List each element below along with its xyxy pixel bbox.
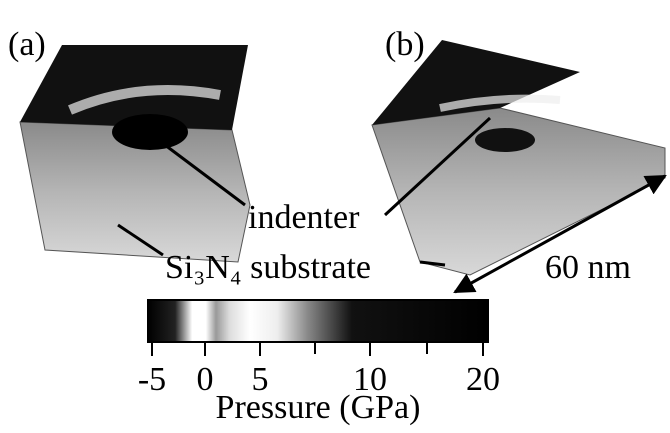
colorbar-ticks: -5 0 5 10 20 xyxy=(138,342,500,398)
tick-label: 0 xyxy=(197,361,214,398)
tick-label: 20 xyxy=(466,361,500,398)
block-a xyxy=(19,45,251,263)
tick-label: 5 xyxy=(252,361,269,398)
block-b xyxy=(371,40,666,276)
tick-label: 10 xyxy=(353,361,387,398)
annotation: indenter xyxy=(248,199,360,236)
annotation: Si₃N₄ substrate xyxy=(165,249,371,286)
panel-label: (a) xyxy=(8,26,46,63)
scale-arrow xyxy=(453,174,667,294)
tick-label: -5 xyxy=(138,361,166,398)
colorbar xyxy=(147,299,489,343)
pointers xyxy=(117,116,492,267)
panel-label: (b) xyxy=(385,26,425,63)
annotation: 60 nm xyxy=(545,249,631,286)
colorbar-label: Pressure (GPa) xyxy=(216,389,421,426)
